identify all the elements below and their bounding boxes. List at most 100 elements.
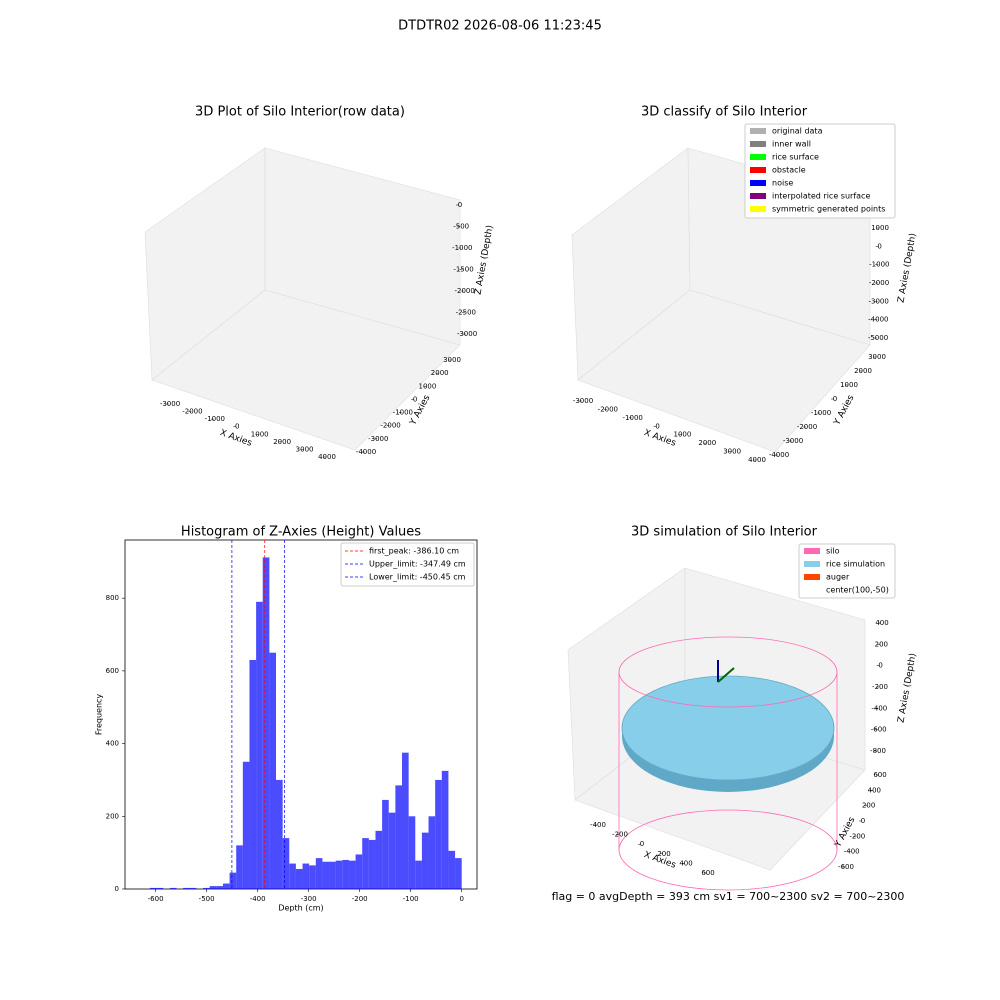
bar xyxy=(455,858,462,889)
x-tick-label: -200 xyxy=(612,831,628,839)
y-tick-label: 3000 xyxy=(443,356,461,364)
y-tick-label: -3000 xyxy=(783,437,803,445)
legend-swatch xyxy=(804,561,820,567)
bar xyxy=(342,859,349,889)
bar xyxy=(315,858,323,889)
y-tick-label: 200 xyxy=(106,812,119,820)
legend-label: Upper_limit: -347.49 cm xyxy=(369,560,466,569)
y-tick-label: 200 xyxy=(862,802,875,810)
x-tick-label: 0 xyxy=(235,423,239,431)
legend-label: original data xyxy=(772,127,823,136)
bar xyxy=(189,887,197,889)
x-tick-label: 1000 xyxy=(674,431,692,439)
x-tick-label: 600 xyxy=(701,869,714,877)
suptitle: DTDTR02 2026-08-06 11:23:45 xyxy=(398,19,602,34)
y-tick-label: -2000 xyxy=(380,422,400,430)
y-tick-label: 400 xyxy=(106,740,119,748)
x-tick-label: 3000 xyxy=(723,448,741,456)
y-tick-label: -400 xyxy=(844,848,860,856)
bar xyxy=(402,752,409,889)
legend-label: silo xyxy=(826,547,840,556)
footer: flag = 0 avgDepth = 393 cm sv1 = 700~230… xyxy=(552,890,905,903)
y-tick-label: 600 xyxy=(873,771,886,779)
legend-swatch xyxy=(750,180,766,186)
x-tick-label: 1000 xyxy=(251,430,269,438)
legend-label: Lower_limit: -450.45 cm xyxy=(369,573,466,582)
bar xyxy=(415,860,422,889)
y-tick-label: -600 xyxy=(838,863,854,871)
z-tick-label: -400 xyxy=(871,704,887,712)
legend-label: obstacle xyxy=(772,166,806,175)
bar xyxy=(441,770,449,889)
z-tick-label: -3000 xyxy=(868,297,888,305)
z-tick-label: -2500 xyxy=(456,309,476,317)
bar xyxy=(375,830,383,889)
y-tick-label: 2000 xyxy=(431,369,449,377)
legend-label: noise xyxy=(772,179,793,188)
legend-label: center(100,-50) xyxy=(826,586,889,595)
silo-drawing xyxy=(618,636,838,891)
bar xyxy=(329,861,336,889)
bar xyxy=(362,838,369,889)
z-tick-label: -600 xyxy=(871,726,887,734)
x-tick-label: -3000 xyxy=(160,400,180,408)
z-tick-label: -2000 xyxy=(454,287,474,295)
legend-swatch xyxy=(750,128,766,134)
x-tick-label: 2000 xyxy=(698,439,716,447)
z-axis-label: Z Axies (Depth) xyxy=(896,652,918,723)
y-tick-label: 600 xyxy=(106,667,119,675)
z-tick-label: -5000 xyxy=(868,334,888,342)
bar xyxy=(295,869,303,889)
bar xyxy=(269,652,277,889)
x-tick-label: 0 xyxy=(640,840,644,848)
y-tick-label: 0 xyxy=(833,395,837,403)
x-tick-label: -400 xyxy=(250,895,266,903)
x-tick-label: 3000 xyxy=(296,445,314,453)
y-tick-label: -1000 xyxy=(393,409,413,417)
bar xyxy=(388,812,396,889)
y-tick-label: -4000 xyxy=(769,451,789,459)
x-tick-label: -1000 xyxy=(623,414,643,422)
legend-box xyxy=(798,543,896,599)
x-tick-label: -500 xyxy=(199,895,215,903)
bar xyxy=(322,861,330,889)
z-tick-label: -1500 xyxy=(453,266,473,274)
legend-swatch xyxy=(804,587,820,593)
y-tick-label: 1000 xyxy=(419,382,437,390)
legend-label: rice surface xyxy=(772,153,819,162)
bar xyxy=(435,779,442,889)
z-axis-label: Z Axies (Depth) xyxy=(896,232,918,303)
y-axis-label: Frequency xyxy=(95,694,104,736)
z-tick-label: -1000 xyxy=(452,244,472,252)
z-tick-label: 400 xyxy=(875,619,888,627)
bar xyxy=(229,872,237,889)
bar xyxy=(236,845,243,889)
z-tick-label: 200 xyxy=(875,640,888,648)
z-tick-label: -200 xyxy=(872,683,888,691)
y-tick-label: -4000 xyxy=(356,448,376,456)
y-tick-label: 0 xyxy=(413,395,417,403)
bar xyxy=(169,887,177,889)
bar xyxy=(382,799,389,889)
x-tick-label: -600 xyxy=(148,895,164,903)
legend-box xyxy=(744,123,896,219)
bar xyxy=(222,883,230,889)
bar xyxy=(256,601,263,889)
legend-label: inner wall xyxy=(772,140,811,149)
x-tick-label: -200 xyxy=(352,895,368,903)
bar xyxy=(395,785,403,889)
bar xyxy=(262,557,270,889)
x-tick-label: -300 xyxy=(301,895,317,903)
y-tick-label: 3000 xyxy=(868,353,886,361)
x-axis-label: Depth (cm) xyxy=(278,904,323,913)
z-tick-label: -2000 xyxy=(869,279,889,287)
legend-swatch xyxy=(750,154,766,160)
bar xyxy=(428,816,436,889)
legend-swatch xyxy=(804,574,820,580)
legend-label: symmetric generated points xyxy=(772,205,885,214)
bar xyxy=(282,838,290,889)
legend-swatch xyxy=(750,141,766,147)
bar xyxy=(149,887,157,889)
bar xyxy=(421,832,429,889)
bar xyxy=(249,659,257,889)
